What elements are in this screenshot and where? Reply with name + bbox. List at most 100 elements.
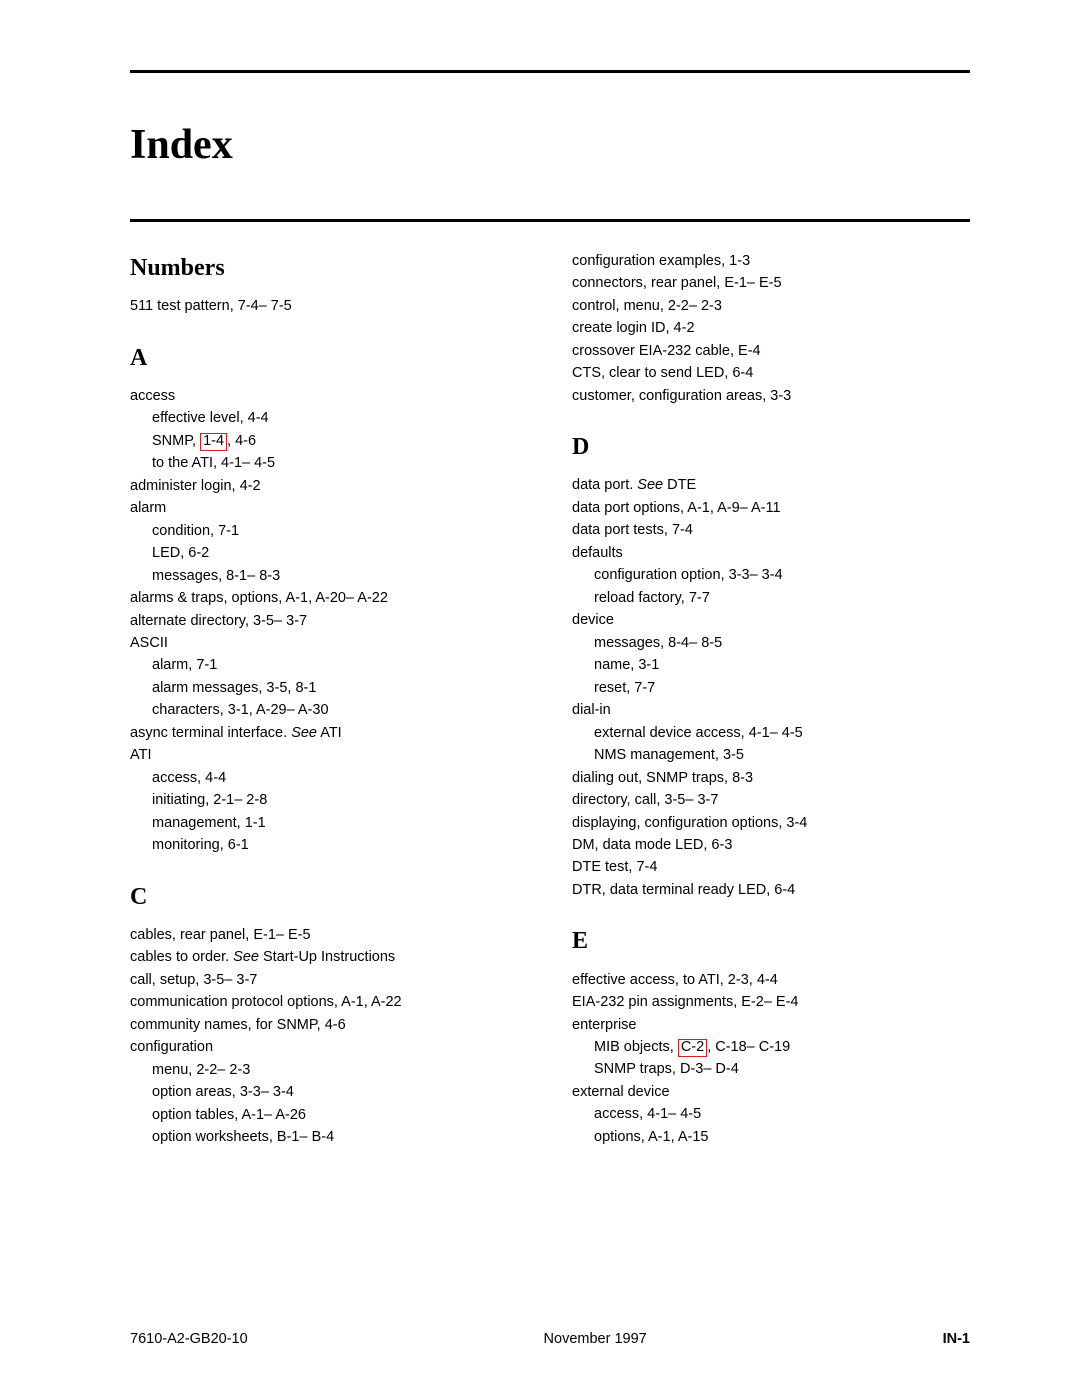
index-entry: call, setup, 3-5– 3-7 <box>130 969 528 991</box>
index-text: DM, data mode LED, 6-3 <box>572 837 732 853</box>
index-entry: LED, 6-2 <box>130 542 528 564</box>
index-entry: messages, 8-1– 8-3 <box>130 565 528 587</box>
index-text: access, 4-1– 4-5 <box>594 1106 701 1122</box>
index-entry: SNMP, 1-4, 4-6 <box>130 430 528 452</box>
footer-date: November 1997 <box>544 1331 647 1347</box>
index-text: access <box>130 388 175 404</box>
index-entry: cables, rear panel, E-1– E-5 <box>130 924 528 946</box>
index-text: See <box>637 477 663 493</box>
index-link[interactable]: C-2 <box>678 1039 707 1057</box>
index-text: options, A-1, A-15 <box>594 1129 708 1145</box>
index-columns: Numbers511 test pattern, 7-4– 7-5Aaccess… <box>130 250 970 1149</box>
index-text: control, menu, 2-2– 2-3 <box>572 298 722 314</box>
index-text: option worksheets, B-1– B-4 <box>152 1129 334 1145</box>
section-heading: Numbers <box>130 250 528 287</box>
index-text: ATI <box>130 747 151 763</box>
index-column: Numbers511 test pattern, 7-4– 7-5Aaccess… <box>130 250 528 1149</box>
index-entry: option tables, A-1– A-26 <box>130 1104 528 1126</box>
index-text: external device access, 4-1– 4-5 <box>594 725 803 741</box>
index-text: alarm <box>130 500 166 516</box>
index-entry: characters, 3-1, A-29– A-30 <box>130 699 528 721</box>
index-text: community names, for SNMP, 4-6 <box>130 1017 346 1033</box>
bottom-rule <box>130 219 970 222</box>
index-entry: DTR, data terminal ready LED, 6-4 <box>572 879 970 901</box>
index-text: displaying, configuration options, 3-4 <box>572 815 807 831</box>
index-text: access, 4-4 <box>152 770 226 786</box>
index-entry: effective level, 4-4 <box>130 407 528 429</box>
index-text: Start-Up Instructions <box>259 949 395 965</box>
index-text: NMS management, 3-5 <box>594 747 744 763</box>
index-text: to the ATI, 4-1– 4-5 <box>152 455 275 471</box>
index-text: monitoring, 6-1 <box>152 837 249 853</box>
index-entry: monitoring, 6-1 <box>130 834 528 856</box>
index-entry: ASCII <box>130 632 528 654</box>
index-text: create login ID, 4-2 <box>572 320 695 336</box>
index-entry: data port options, A-1, A-9– A-11 <box>572 497 970 519</box>
index-text: directory, call, 3-5– 3-7 <box>572 792 718 808</box>
index-text: management, 1-1 <box>152 815 266 831</box>
top-rule <box>130 70 970 73</box>
index-text: DTE <box>663 477 696 493</box>
index-entry: data port tests, 7-4 <box>572 519 970 541</box>
index-entry: async terminal interface. See ATI <box>130 722 528 744</box>
index-entry: create login ID, 4-2 <box>572 317 970 339</box>
index-text: cables to order. <box>130 949 233 965</box>
section-heading: E <box>572 923 970 960</box>
index-entry: 511 test pattern, 7-4– 7-5 <box>130 295 528 317</box>
index-text: SNMP traps, D-3– D-4 <box>594 1061 739 1077</box>
page-title: Index <box>130 121 970 169</box>
index-entry: to the ATI, 4-1– 4-5 <box>130 452 528 474</box>
index-entry: administer login, 4-2 <box>130 475 528 497</box>
index-entry: displaying, configuration options, 3-4 <box>572 812 970 834</box>
index-text: See <box>291 725 317 741</box>
index-entry: effective access, to ATI, 2-3, 4-4 <box>572 969 970 991</box>
index-text: customer, configuration areas, 3-3 <box>572 388 791 404</box>
index-text: cables, rear panel, E-1– E-5 <box>130 927 311 943</box>
section-heading: C <box>130 879 528 916</box>
index-text: reset, 7-7 <box>594 680 655 696</box>
index-entry: option areas, 3-3– 3-4 <box>130 1081 528 1103</box>
index-text: administer login, 4-2 <box>130 478 261 494</box>
index-entry: name, 3-1 <box>572 654 970 676</box>
index-text: See <box>233 949 259 965</box>
index-text: alarm messages, 3-5, 8-1 <box>152 680 316 696</box>
index-entry: dial-in <box>572 699 970 721</box>
index-entry: dialing out, SNMP traps, 8-3 <box>572 767 970 789</box>
index-link[interactable]: 1-4 <box>200 433 227 451</box>
index-text: dialing out, SNMP traps, 8-3 <box>572 770 753 786</box>
index-text: crossover EIA-232 cable, E-4 <box>572 343 761 359</box>
index-entry: access, 4-4 <box>130 767 528 789</box>
index-entry: options, A-1, A-15 <box>572 1126 970 1148</box>
index-entry: menu, 2-2– 2-3 <box>130 1059 528 1081</box>
index-text: call, setup, 3-5– 3-7 <box>130 972 257 988</box>
index-entry: connectors, rear panel, E-1– E-5 <box>572 272 970 294</box>
index-text: alternate directory, 3-5– 3-7 <box>130 613 307 629</box>
index-text: DTE test, 7-4 <box>572 859 657 875</box>
index-text: condition, 7-1 <box>152 523 239 539</box>
index-entry: EIA-232 pin assignments, E-2– E-4 <box>572 991 970 1013</box>
index-entry: configuration <box>130 1036 528 1058</box>
section-heading: D <box>572 429 970 466</box>
index-text: characters, 3-1, A-29– A-30 <box>152 702 329 718</box>
index-text: async terminal interface. <box>130 725 291 741</box>
index-entry: MIB objects, C-2, C-18– C-19 <box>572 1036 970 1058</box>
index-text: name, 3-1 <box>594 657 659 673</box>
index-text: effective access, to ATI, 2-3, 4-4 <box>572 972 778 988</box>
index-entry: external device access, 4-1– 4-5 <box>572 722 970 744</box>
index-entry: device <box>572 609 970 631</box>
index-entry: management, 1-1 <box>130 812 528 834</box>
index-entry: initiating, 2-1– 2-8 <box>130 789 528 811</box>
index-entry: alarm <box>130 497 528 519</box>
index-entry: DM, data mode LED, 6-3 <box>572 834 970 856</box>
index-text: effective level, 4-4 <box>152 410 269 426</box>
index-entry: configuration examples, 1-3 <box>572 250 970 272</box>
index-entry: data port. See DTE <box>572 474 970 496</box>
index-text: , C-18– C-19 <box>707 1039 790 1055</box>
index-text: 511 test pattern, 7-4– 7-5 <box>130 298 292 314</box>
index-text: , 4-6 <box>227 433 256 449</box>
index-entry: CTS, clear to send LED, 6-4 <box>572 362 970 384</box>
index-entry: communication protocol options, A-1, A-2… <box>130 991 528 1013</box>
index-entry: NMS management, 3-5 <box>572 744 970 766</box>
index-entry: directory, call, 3-5– 3-7 <box>572 789 970 811</box>
index-entry: access <box>130 385 528 407</box>
